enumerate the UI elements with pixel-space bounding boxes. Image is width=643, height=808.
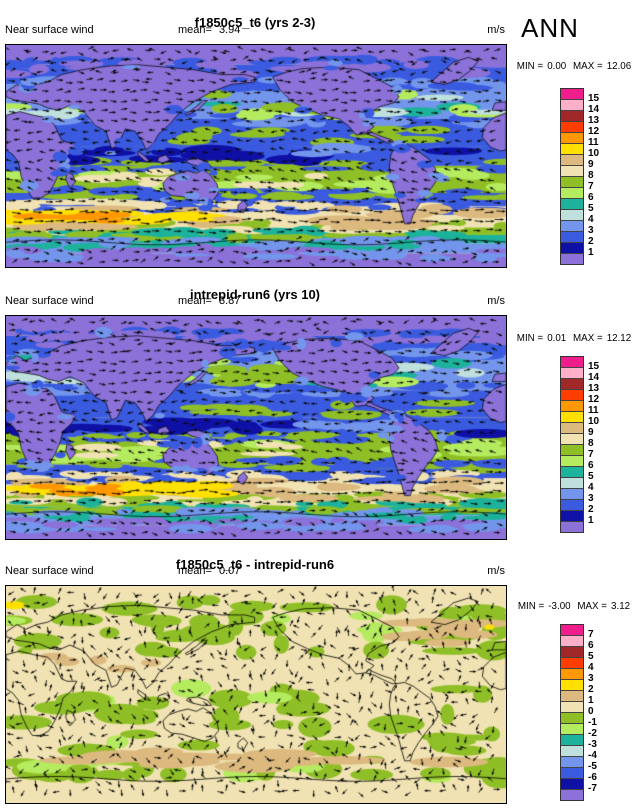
mean-label: mean= <box>178 24 212 36</box>
colorbar-tick-labels: 7 6 5 4 3 2 1 0 -1 -2 -3 -4 -5 -6 -7 <box>588 629 597 794</box>
min-value: 0.01 <box>547 333 567 344</box>
minmax-readout: MIN = 0.00 MAX = 12.06 <box>505 61 643 72</box>
variable-label: Near surface wind <box>5 24 94 36</box>
colorbar <box>560 624 584 801</box>
max-value: 12.06 <box>606 61 632 72</box>
colorbar <box>560 356 584 533</box>
colorbar <box>560 88 584 265</box>
panel-header: Near surface wind mean= 3.87 m/s <box>5 295 505 309</box>
max-label: MAX = <box>573 333 603 344</box>
mean-label: mean= <box>178 565 212 577</box>
variable-label: Near surface wind <box>5 565 94 577</box>
panel-title: f1850c5_t6 (yrs 2-3) <box>194 14 316 30</box>
max-value: 3.12 <box>611 601 631 612</box>
mean-label: mean= <box>178 295 212 307</box>
mean-readout: mean= 0.07 <box>178 565 240 577</box>
panel-header: Near surface wind mean= 3.94 m/s <box>5 24 505 38</box>
units-label: m/s <box>487 565 505 577</box>
max-value: 12.12 <box>606 333 632 344</box>
panel-header: Near surface wind mean= 0.07 m/s <box>5 565 505 579</box>
panel-title: f1850c5_t6 - intrepid-run6 <box>175 556 335 572</box>
max-label: MAX = <box>577 601 608 612</box>
min-value: -3.00 <box>548 601 571 612</box>
min-value: 0.00 <box>547 61 567 72</box>
units-label: m/s <box>487 24 505 36</box>
wind-difference-map <box>5 585 507 804</box>
min-label: MIN = <box>516 61 544 72</box>
mean-value: 0.07 <box>218 565 241 577</box>
minmax-readout: MIN = -3.00 MAX = 3.12 <box>505 601 643 612</box>
wind-map-model-1 <box>5 44 507 268</box>
units-label: m/s <box>487 295 505 307</box>
minmax-readout: MIN = 0.01 MAX = 12.12 <box>505 333 643 344</box>
min-label: MIN = <box>516 333 544 344</box>
mean-value: 3.94 <box>218 24 241 36</box>
variable-label: Near surface wind <box>5 295 94 307</box>
colorbar-tick-labels: 15 14 13 12 11 10 9 8 7 6 5 4 3 2 1 <box>588 93 600 258</box>
panel-title: intrepid-run6 (yrs 10) <box>189 286 321 302</box>
colorbar-tick-labels: 15 14 13 12 11 10 9 8 7 6 5 4 3 2 1 <box>588 361 600 526</box>
max-label: MAX = <box>573 61 603 72</box>
mean-readout: mean= 3.87 <box>178 295 240 307</box>
min-label: MIN = <box>517 601 545 612</box>
season-label: ANN <box>521 13 579 43</box>
mean-readout: mean= 3.94 <box>178 24 240 36</box>
mean-value: 3.87 <box>218 295 241 307</box>
wind-map-model-2 <box>5 315 507 540</box>
